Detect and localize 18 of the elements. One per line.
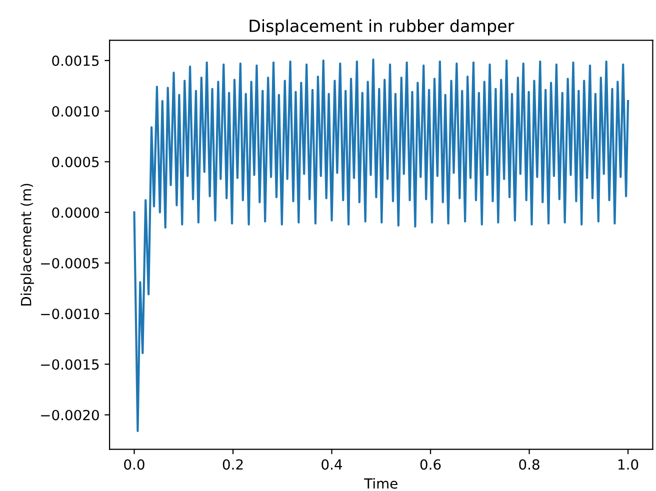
- x-tick-label: 0.6: [420, 459, 441, 470]
- y-tick-label: −0.0020: [41, 410, 99, 420]
- x-tick-label: 0.8: [519, 459, 540, 470]
- line-series: [133, 58, 630, 432]
- x-tick-label: 1.0: [618, 459, 638, 470]
- x-axis-title: Time: [364, 478, 398, 489]
- y-tick-label: 0.0005: [52, 156, 99, 168]
- y-tick-label: −0.0015: [41, 359, 99, 370]
- chart-title: Displacement in rubber damper: [250, 19, 514, 36]
- y-axis-title: Displacement (m): [20, 184, 34, 306]
- y-tick-label: −0.0010: [41, 308, 99, 320]
- y-tick-label: 0.0015: [52, 55, 99, 66]
- y-tick-label: −0.0005: [41, 258, 99, 268]
- x-tick-label: 0.2: [222, 459, 243, 470]
- x-tick-label: 0.4: [322, 459, 342, 470]
- y-tick-label: 0.0010: [52, 106, 99, 117]
- y-tick-label: 0.0000: [52, 207, 99, 218]
- x-tick-label: 0.0: [124, 459, 144, 470]
